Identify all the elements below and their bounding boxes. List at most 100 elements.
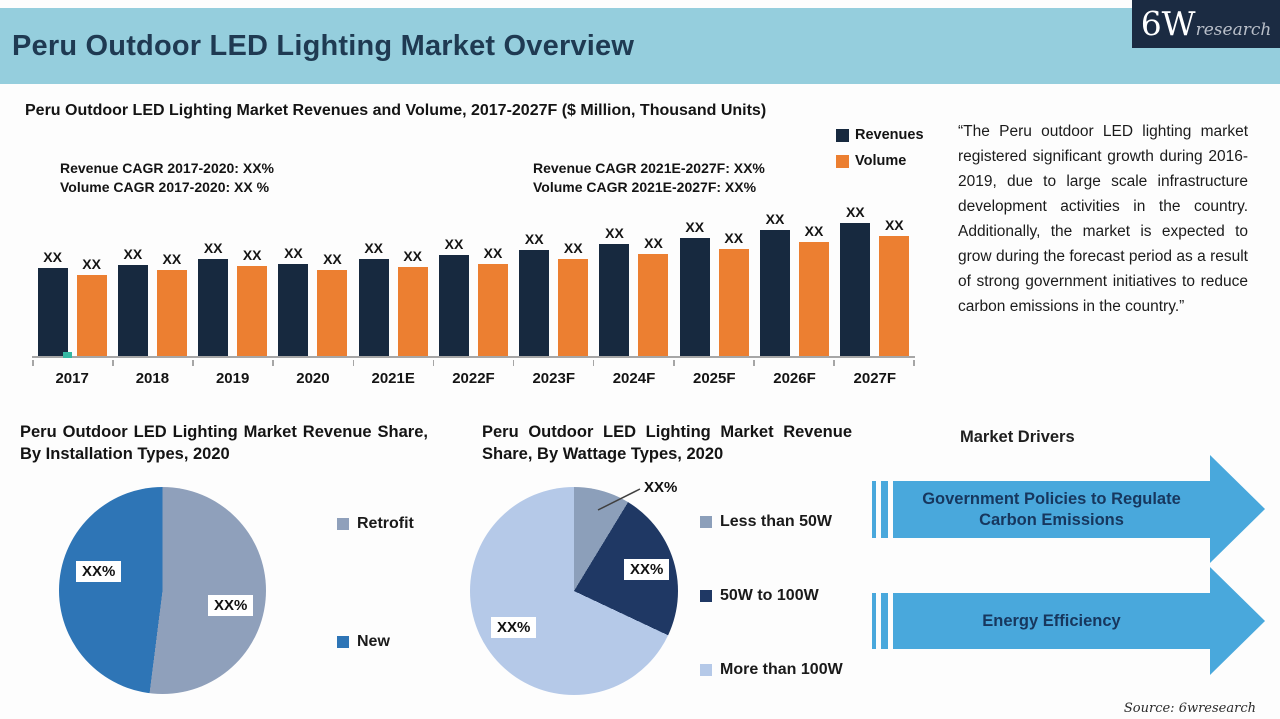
- axis-tick: [592, 360, 595, 366]
- 50w-to-100w-label: 50W to 100W: [720, 587, 819, 604]
- bar-chart-legend: Revenues Volume: [836, 127, 924, 179]
- bar-value-label: XX: [524, 231, 544, 247]
- bar-value-label: XX: [162, 251, 182, 267]
- logo-6w-text: 6W: [1140, 4, 1196, 43]
- bar-revenues: [519, 250, 550, 356]
- bar-column-volume: XX: [879, 217, 910, 356]
- bar-value-label: XX: [123, 246, 143, 262]
- bar-group: XX XX: [193, 240, 273, 356]
- bar-column-revenues: XX: [519, 231, 550, 356]
- x-axis-label: 2023F: [532, 370, 575, 387]
- pie-installation-new-value: XX%: [76, 561, 122, 582]
- bar-column-volume: XX: [718, 230, 749, 356]
- x-axis-label: 2019: [215, 370, 250, 387]
- bar-column-revenues: XX: [599, 225, 630, 356]
- axis-tick: [512, 360, 515, 366]
- legend-item-retrofit: Retrofit: [337, 515, 414, 533]
- bar-group: XX XX: [835, 204, 915, 356]
- axis-tick: [833, 360, 835, 366]
- pie-wattage: [470, 487, 678, 695]
- header-band: Peru Outdoor LED Lighting Market Overvie…: [0, 8, 1280, 84]
- axis-tick: [913, 360, 915, 366]
- bar-column-revenues: XX: [278, 245, 309, 356]
- axis-tick: [112, 360, 114, 366]
- arrow1-stripe-2: [881, 481, 888, 538]
- driver-1-label: Government Policies to Regulate Carbon E…: [893, 481, 1210, 538]
- bar-value-label: XX: [685, 219, 705, 235]
- bar-value-label: XX: [284, 245, 303, 261]
- analyst-quote: “The Peru outdoor LED lighting market re…: [958, 123, 1248, 315]
- bar-column-revenues: XX: [679, 219, 710, 356]
- cagr-annotation-historic: Revenue CAGR 2017-2020: XX% Volume CAGR …: [60, 159, 274, 197]
- volume-label: Volume: [855, 153, 907, 169]
- arrow2-head: [1210, 567, 1265, 675]
- bar-group: XX XX: [674, 219, 754, 356]
- legend-item-less-than-50w: Less than 50W: [700, 513, 832, 531]
- bar-revenues: [760, 230, 791, 356]
- bar-volume: [638, 254, 669, 356]
- legend-item-more-than-100w: More than 100W: [700, 661, 843, 679]
- pie-wattage-50to100-value: XX%: [624, 559, 670, 580]
- bar-column-volume: XX: [397, 248, 428, 356]
- bar-volume: [156, 270, 187, 356]
- pie-installation-title: Peru Outdoor LED Lighting Market Revenue…: [20, 423, 428, 463]
- bar-volume: [237, 266, 268, 356]
- x-axis-label: 2027F: [853, 370, 897, 387]
- bar-volume: [76, 275, 107, 356]
- arrow1-stripe-1: [872, 481, 876, 538]
- bar-group: XX XX: [112, 246, 192, 356]
- source-note: Source: 6wresearch: [1123, 701, 1256, 716]
- bar-value-label: XX: [403, 248, 423, 264]
- pie-wattage-more100-value: XX%: [491, 617, 537, 638]
- bar-column-volume: XX: [317, 251, 348, 356]
- bar-group: XX XX: [273, 245, 353, 356]
- legend-item-volume: Volume: [836, 153, 924, 169]
- bar-column-revenues: XX: [760, 211, 791, 356]
- bar-column-revenues: XX: [117, 246, 148, 356]
- brand-logo: 6W research: [1132, 0, 1280, 48]
- bar-group: XX XX: [353, 240, 433, 356]
- bar-group: XX XX: [754, 211, 834, 356]
- bar-value-label: XX: [444, 236, 464, 252]
- bar-column-volume: XX: [638, 235, 669, 356]
- x-axis-label: 2021E: [371, 370, 415, 387]
- bar-volume: [397, 267, 428, 356]
- bar-value-label: XX: [605, 225, 624, 241]
- cagr-volume-forecast: Volume CAGR 2021E-2027F: XX%: [533, 179, 757, 195]
- driver-2-label: Energy Efficiency: [893, 593, 1210, 649]
- cagr-revenue-historic: Revenue CAGR 2017-2020: XX%: [60, 160, 274, 176]
- bar-value-label: XX: [323, 251, 342, 267]
- bar-column-volume: XX: [799, 223, 830, 356]
- 50w-to-100w-swatch: [700, 590, 712, 602]
- bar-column-volume: XX: [558, 240, 589, 356]
- axis-tick: [192, 360, 194, 366]
- bar-value-label: XX: [82, 256, 101, 272]
- legend-item-revenues: Revenues: [836, 127, 924, 143]
- cagr-annotation-forecast: Revenue CAGR 2021E-2027F: XX% Volume CAG…: [533, 159, 765, 197]
- bar-column-revenues: XX: [840, 204, 871, 356]
- bar-column-volume: XX: [156, 251, 187, 356]
- x-axis-label: 2017: [55, 370, 89, 387]
- revenues-swatch: [836, 128, 849, 142]
- bar-revenues: [679, 238, 710, 356]
- bar-column-volume: XX: [237, 247, 268, 356]
- bar-value-label: XX: [845, 204, 865, 220]
- more-than-100w-label: More than 100W: [720, 661, 843, 678]
- revenues-label: Revenues: [855, 127, 924, 143]
- bar-value-label: XX: [483, 245, 503, 261]
- legend-item-50w-to-100w: 50W to 100W: [700, 587, 819, 605]
- bar-value-label: XX: [563, 240, 583, 256]
- x-axis-label: 2025F: [692, 370, 736, 387]
- bar-column-volume: XX: [76, 256, 107, 356]
- bar-value-label: XX: [884, 217, 904, 233]
- pie-wattage-less50-value: XX%: [644, 479, 678, 496]
- axis-tick: [432, 360, 435, 366]
- bar-revenues: [117, 265, 148, 356]
- x-axis-label: 2024F: [612, 370, 656, 387]
- less-than-50w-label: Less than 50W: [720, 513, 833, 530]
- arrow2-stripe-1: [872, 593, 876, 649]
- bar-value-label: XX: [765, 211, 785, 227]
- bar-value-label: XX: [203, 240, 223, 256]
- bar-volume: [558, 259, 589, 356]
